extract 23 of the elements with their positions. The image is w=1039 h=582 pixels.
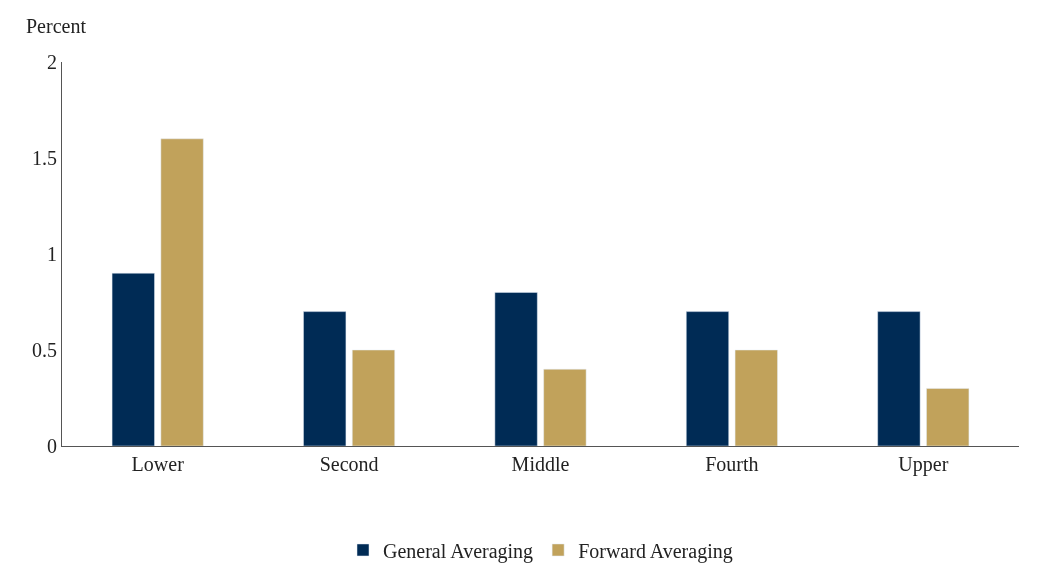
x-tick-label: Fourth [705, 453, 759, 475]
y-tick-label: 2 [47, 51, 57, 73]
x-tick-label: Lower [131, 453, 185, 475]
bar [160, 138, 204, 446]
y-tick-label: 1 [47, 243, 57, 265]
bar [494, 292, 538, 446]
y-tick-label: 0 [47, 435, 57, 457]
bar [734, 349, 778, 446]
y-tick-label: 1.5 [32, 147, 57, 169]
bar [877, 311, 921, 446]
legend-label: Forward Averaging [578, 539, 733, 563]
bar [352, 349, 395, 446]
x-tick-label: Middle [511, 453, 570, 475]
x-tick-label: Upper [898, 453, 949, 476]
legend-label: General Averaging [383, 539, 534, 563]
y-tick-label: 0.5 [32, 339, 57, 361]
y-axis-title: Percent [26, 15, 87, 37]
bar [686, 311, 729, 446]
bar [111, 272, 155, 446]
bar [543, 368, 587, 446]
bar [926, 388, 970, 446]
bar [303, 311, 347, 446]
x-tick-label: Second [319, 453, 379, 475]
